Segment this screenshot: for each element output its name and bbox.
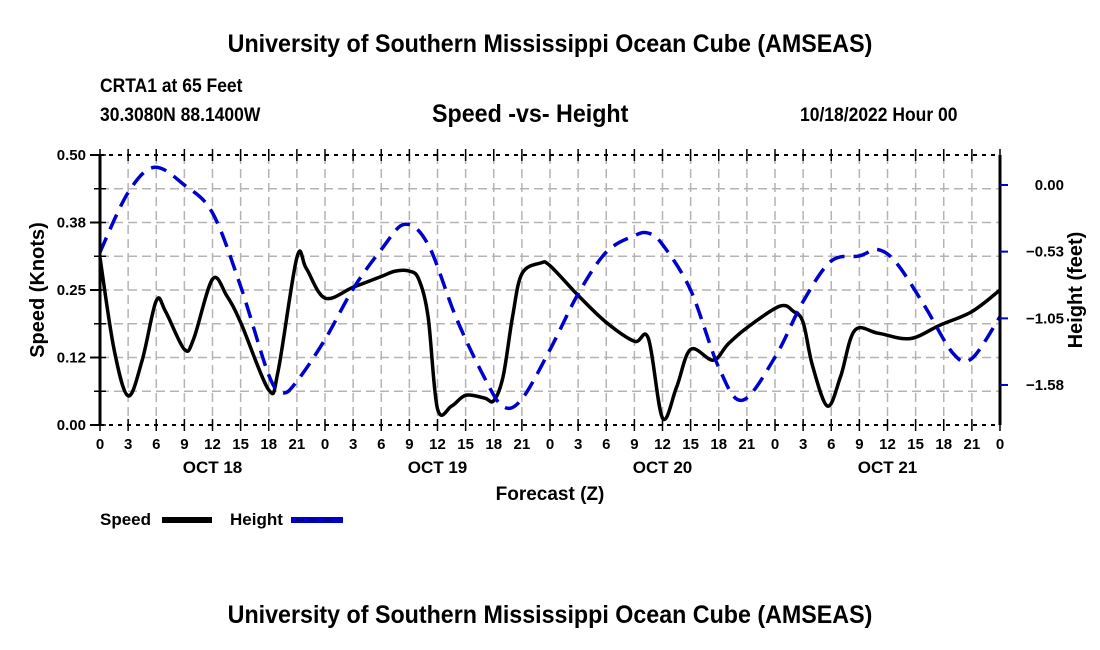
x-tick-label: 21 bbox=[289, 436, 306, 453]
x-tick-label: 12 bbox=[879, 436, 896, 453]
y-tick-label: 0.25 bbox=[57, 282, 86, 299]
x-axis-label: Forecast (Z) bbox=[496, 484, 605, 505]
x-day-label: OCT 18 bbox=[183, 458, 243, 477]
chart-main-title: University of Southern Mississippi Ocean… bbox=[227, 30, 873, 58]
x-tick-label: 0 bbox=[771, 436, 779, 453]
x-tick-label: 3 bbox=[574, 436, 582, 453]
series-line-height bbox=[98, 165, 1002, 411]
x-tick-label: 12 bbox=[654, 436, 671, 453]
legend-speed-swatch bbox=[162, 517, 212, 523]
y2-axis-label: Height (feet) bbox=[1065, 232, 1087, 349]
x-tick-label: 0 bbox=[96, 436, 104, 453]
x-tick-label: 6 bbox=[602, 436, 610, 453]
coordinates-label: 30.3080N 88.1400W bbox=[100, 105, 261, 126]
footer-title: University of Southern Mississippi Ocean… bbox=[227, 601, 873, 629]
forecast-datetime: 10/18/2022 Hour 00 bbox=[800, 105, 958, 126]
x-tick-label: 9 bbox=[180, 436, 188, 453]
x-tick-label: 3 bbox=[349, 436, 357, 453]
x-tick-label: 21 bbox=[964, 436, 981, 453]
series-lines bbox=[98, 165, 1002, 422]
x-tick-label: 18 bbox=[260, 436, 277, 453]
y2-tick-label: 0.00 bbox=[1035, 177, 1064, 194]
x-tick-label: 0 bbox=[321, 436, 329, 453]
x-tick-label: 6 bbox=[152, 436, 160, 453]
x-tick-label: 15 bbox=[907, 436, 924, 453]
y-axis-label: Speed (Knots) bbox=[27, 222, 49, 358]
x-day-label: OCT 21 bbox=[858, 458, 918, 477]
y-tick-label: 0.50 bbox=[57, 147, 86, 164]
x-tick-label: 9 bbox=[405, 436, 413, 453]
x-day-label: OCT 19 bbox=[408, 458, 468, 477]
x-tick-label: 0 bbox=[546, 436, 554, 453]
x-tick-label: 9 bbox=[855, 436, 863, 453]
x-tick-label: 3 bbox=[799, 436, 807, 453]
y2-tick-label: −1.58 bbox=[1026, 377, 1064, 394]
x-tick-label: 6 bbox=[377, 436, 385, 453]
y2-tick-label: −0.53 bbox=[1026, 244, 1064, 261]
y-tick-label: 0.12 bbox=[57, 350, 86, 367]
legend-height-label: Height bbox=[230, 510, 283, 529]
axis-labels: 0 3 6 9 12 15 18 21 0 3 6 9 12 15 18 21 0 3 6 9 12 15 18 21 0 3 6 9… bbox=[57, 147, 1064, 477]
x-tick-label: 0 bbox=[996, 436, 1004, 453]
legend-speed-label: Speed bbox=[100, 510, 152, 529]
x-tick-label: 21 bbox=[739, 436, 756, 453]
x-tick-label: 18 bbox=[935, 436, 952, 453]
legend-height-swatch bbox=[291, 517, 343, 523]
chart-title: Speed -vs- Height bbox=[432, 100, 629, 128]
y2-tick-label: −1.05 bbox=[1026, 310, 1064, 327]
x-tick-label: 12 bbox=[204, 436, 221, 453]
x-tick-label: 15 bbox=[682, 436, 699, 453]
y-tick-label: 0.00 bbox=[57, 417, 86, 434]
x-day-label: OCT 20 bbox=[633, 458, 693, 477]
x-tick-label: 18 bbox=[485, 436, 502, 453]
x-tick-label: 3 bbox=[124, 436, 132, 453]
x-tick-label: 12 bbox=[429, 436, 446, 453]
x-tick-label: 15 bbox=[232, 436, 249, 453]
x-tick-label: 6 bbox=[827, 436, 835, 453]
x-tick-label: 9 bbox=[630, 436, 638, 453]
axes bbox=[90, 149, 1008, 431]
x-tick-label: 18 bbox=[710, 436, 727, 453]
y-tick-label: 0.38 bbox=[57, 215, 86, 232]
x-tick-label: 21 bbox=[514, 436, 531, 453]
station-label: CRTA1 at 65 Feet bbox=[100, 76, 243, 97]
x-tick-label: 15 bbox=[457, 436, 474, 453]
grid-lines bbox=[100, 155, 1000, 425]
